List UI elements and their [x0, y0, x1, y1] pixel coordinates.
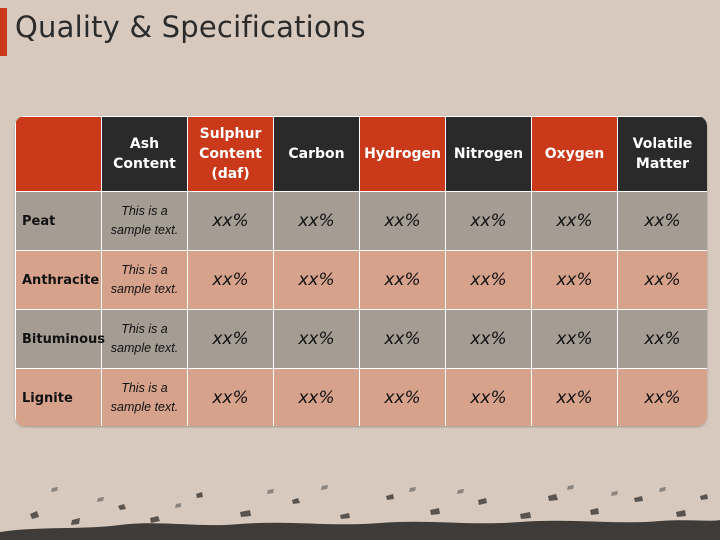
value-cell: xx%: [187, 250, 274, 310]
table-row-anthracite: Anthracite This is a sample text. xx% xx…: [15, 250, 707, 310]
header-hydrogen: Hydrogen: [359, 116, 446, 192]
sample-text-cell: This is a sample text.: [101, 250, 188, 310]
table-row-lignite: Lignite This is a sample text. xx% xx% x…: [15, 368, 707, 426]
value-cell: xx%: [617, 309, 707, 369]
header-carbon: Carbon: [273, 116, 360, 192]
row-label: Peat: [15, 191, 102, 251]
table-header-row: Ash Content Sulphur Content (daf) Carbon…: [15, 116, 707, 192]
value-cell: xx%: [187, 191, 274, 251]
row-label: Lignite: [15, 368, 102, 426]
sample-text-cell: This is a sample text.: [101, 191, 188, 251]
value-cell: xx%: [445, 250, 532, 310]
value-cell: xx%: [273, 309, 360, 369]
value-cell: xx%: [359, 309, 446, 369]
value-cell: xx%: [617, 368, 707, 426]
sample-text-cell: This is a sample text.: [101, 309, 188, 369]
sample-text-cell: This is a sample text.: [101, 368, 188, 426]
row-label: Anthracite: [15, 250, 102, 310]
value-cell: xx%: [359, 250, 446, 310]
value-cell: xx%: [273, 191, 360, 251]
value-cell: xx%: [531, 191, 618, 251]
value-cell: xx%: [359, 191, 446, 251]
value-cell: xx%: [617, 191, 707, 251]
value-cell: xx%: [445, 368, 532, 426]
value-cell: xx%: [531, 368, 618, 426]
header-nitrogen: Nitrogen: [445, 116, 532, 192]
value-cell: xx%: [531, 309, 618, 369]
header-oxygen: Oxygen: [531, 116, 618, 192]
value-cell: xx%: [187, 309, 274, 369]
value-cell: xx%: [187, 368, 274, 426]
value-cell: xx%: [617, 250, 707, 310]
title-accent-bar: [0, 8, 7, 56]
specifications-table: Ash Content Sulphur Content (daf) Carbon…: [15, 116, 707, 426]
rubble-ground-decoration: [0, 485, 720, 540]
header-sulphur-content: Sulphur Content (daf): [187, 116, 274, 192]
table-row-bituminous: Bituminous This is a sample text. xx% xx…: [15, 309, 707, 369]
header-ash-content: Ash Content: [101, 116, 188, 192]
value-cell: xx%: [273, 250, 360, 310]
table-row-peat: Peat This is a sample text. xx% xx% xx% …: [15, 191, 707, 251]
value-cell: xx%: [359, 368, 446, 426]
value-cell: xx%: [445, 191, 532, 251]
specifications-table-container: Ash Content Sulphur Content (daf) Carbon…: [15, 116, 707, 426]
row-label: Bituminous: [15, 309, 105, 369]
header-corner-cell: [15, 116, 102, 192]
value-cell: xx%: [445, 309, 532, 369]
header-volatile-matter: Volatile Matter: [617, 116, 707, 192]
page-title: Quality & Specifications: [15, 10, 366, 44]
value-cell: xx%: [531, 250, 618, 310]
value-cell: xx%: [273, 368, 360, 426]
